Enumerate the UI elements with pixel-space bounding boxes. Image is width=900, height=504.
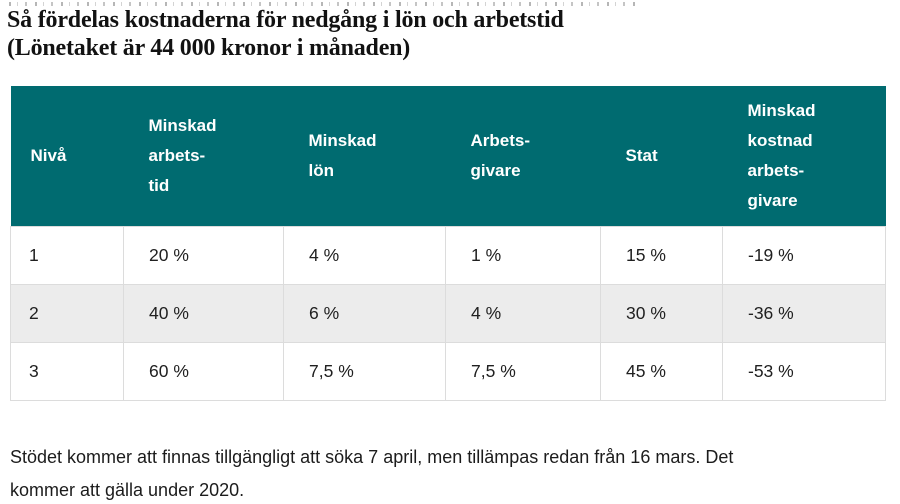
table-cell: 15 %: [600, 225, 723, 285]
table-cell: 45 %: [600, 341, 723, 401]
table-cell: 3: [10, 341, 124, 401]
table-cell: -53 %: [722, 341, 886, 401]
title-line-2: (Lönetaket är 44 000 kronor i månaden): [7, 35, 411, 61]
table-cell: -19 %: [722, 225, 886, 285]
table-cell: 4 %: [283, 225, 446, 285]
column-header-niva: Nivå: [10, 86, 124, 226]
table-cell: 60 %: [123, 341, 284, 401]
column-header-stat: Stat: [600, 86, 723, 226]
table-header-row: Nivå Minskad arbets- tid Minskad lön Arb…: [10, 86, 886, 226]
column-header-minskad-arbetstid: Minskad arbets- tid: [123, 86, 284, 226]
table-cell: 1 %: [445, 225, 601, 285]
column-header-arbetsgivare: Arbets- givare: [445, 86, 601, 226]
footnote-line-1: Stödet kommer att finnas tillgängligt at…: [10, 447, 734, 467]
column-header-minskad-kostnad-arbetsgivare: Minskad kostnad arbets- givare: [722, 86, 886, 226]
table-cell: 7,5 %: [445, 341, 601, 401]
table-title: Så fördelas kostnaderna för nedgång i lö…: [7, 6, 564, 62]
table-row: 3 60 % 7,5 % 7,5 % 45 % -53 %: [10, 341, 886, 401]
table-cell: 2: [10, 283, 124, 343]
table-cell: 20 %: [123, 225, 284, 285]
column-header-minskad-lon: Minskad lön: [283, 86, 446, 226]
table-cell: 7,5 %: [283, 341, 446, 401]
table-row: 2 40 % 6 % 4 % 30 % -36 %: [10, 283, 886, 343]
table-cell: 1: [10, 225, 124, 285]
table-cell: 4 %: [445, 283, 601, 343]
table-header: Nivå Minskad arbets- tid Minskad lön Arb…: [10, 86, 886, 226]
table-cell: 30 %: [600, 283, 723, 343]
table-row: 1 20 % 4 % 1 % 15 % -19 %: [10, 225, 886, 285]
footnote: Stödet kommer att finnas tillgängligt at…: [10, 441, 733, 504]
cut-off-text-remnant: [9, 2, 637, 6]
footnote-line-2: kommer att gälla under 2020.: [10, 480, 245, 500]
table-cell: -36 %: [722, 283, 886, 343]
cost-distribution-table: Nivå Minskad arbets- tid Minskad lön Arb…: [10, 86, 886, 401]
table-body: 1 20 % 4 % 1 % 15 % -19 % 2 40 % 6 % 4 % 30 % -36 %…: [10, 225, 886, 401]
table-cell: 40 %: [123, 283, 284, 343]
title-line-1: Så fördelas kostnaderna för nedgång i lö…: [7, 7, 564, 33]
table-cell: 6 %: [283, 283, 446, 343]
